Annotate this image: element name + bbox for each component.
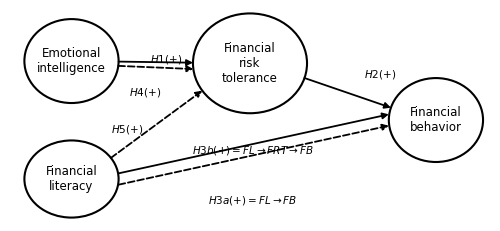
Text: $\it{H2(+)}$: $\it{H2(+)}$ bbox=[364, 68, 396, 81]
Text: $\it{H1(+)}$: $\it{H1(+)}$ bbox=[150, 53, 182, 66]
Text: $\it{H3b(+)=FL{\rightarrow}FRT{\rightarrow}FB}$: $\it{H3b(+)=FL{\rightarrow}FRT{\rightarr… bbox=[192, 144, 314, 158]
Text: Financial
risk
tolerance: Financial risk tolerance bbox=[222, 42, 278, 85]
Text: Financial
behavior: Financial behavior bbox=[410, 106, 462, 134]
Text: $\it{H5(+)}$: $\it{H5(+)}$ bbox=[111, 123, 144, 136]
Text: Emotional
intelligence: Emotional intelligence bbox=[37, 47, 106, 75]
Text: $\it{H3a(+)=FL{\rightarrow}FB}$: $\it{H3a(+)=FL{\rightarrow}FB}$ bbox=[208, 194, 297, 207]
Text: $\it{H4(+)}$: $\it{H4(+)}$ bbox=[128, 86, 161, 99]
Text: Financial
literacy: Financial literacy bbox=[46, 165, 98, 193]
